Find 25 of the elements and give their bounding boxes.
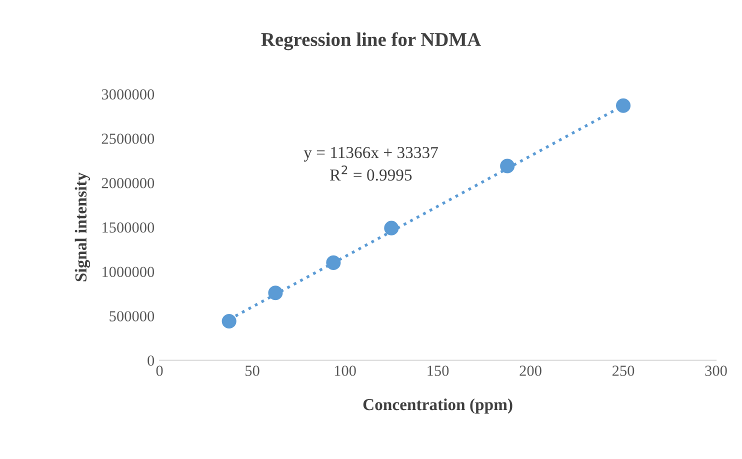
point bbox=[268, 286, 283, 300]
y-tick-label: 500000 bbox=[110, 311, 154, 322]
point bbox=[384, 220, 399, 236]
y-axis-title: Signal intensity bbox=[74, 172, 90, 282]
x-tick-label: 250 bbox=[612, 366, 634, 376]
x-tick-label: 0 bbox=[156, 366, 163, 376]
annotation: y = 11366x + 33337 bbox=[304, 146, 438, 162]
x-tick-label: 50 bbox=[246, 366, 260, 376]
y-tick-label: 0 bbox=[148, 355, 154, 366]
chart-title: Regression line for NDMA bbox=[261, 32, 481, 50]
point bbox=[500, 158, 515, 174]
x-tick-label: 300 bbox=[705, 366, 727, 376]
x-tick-label: 100 bbox=[334, 366, 356, 376]
x-axis-title: Concentration (ppm) bbox=[363, 398, 512, 414]
y-tick-label: 1500000 bbox=[102, 222, 154, 233]
y-tick-label: 2500000 bbox=[102, 134, 154, 144]
y-tick-label: 1000000 bbox=[102, 266, 154, 278]
point bbox=[326, 255, 341, 270]
y-tick-label: 3000000 bbox=[102, 89, 154, 100]
point bbox=[222, 314, 236, 329]
x-tick-label: 200 bbox=[520, 366, 542, 376]
x-tick-label: 150 bbox=[428, 366, 449, 376]
y-tick-label: 2000000 bbox=[102, 178, 154, 188]
point bbox=[616, 98, 631, 113]
annotation: R$^{2}$ = 0.9995 bbox=[330, 165, 412, 181]
